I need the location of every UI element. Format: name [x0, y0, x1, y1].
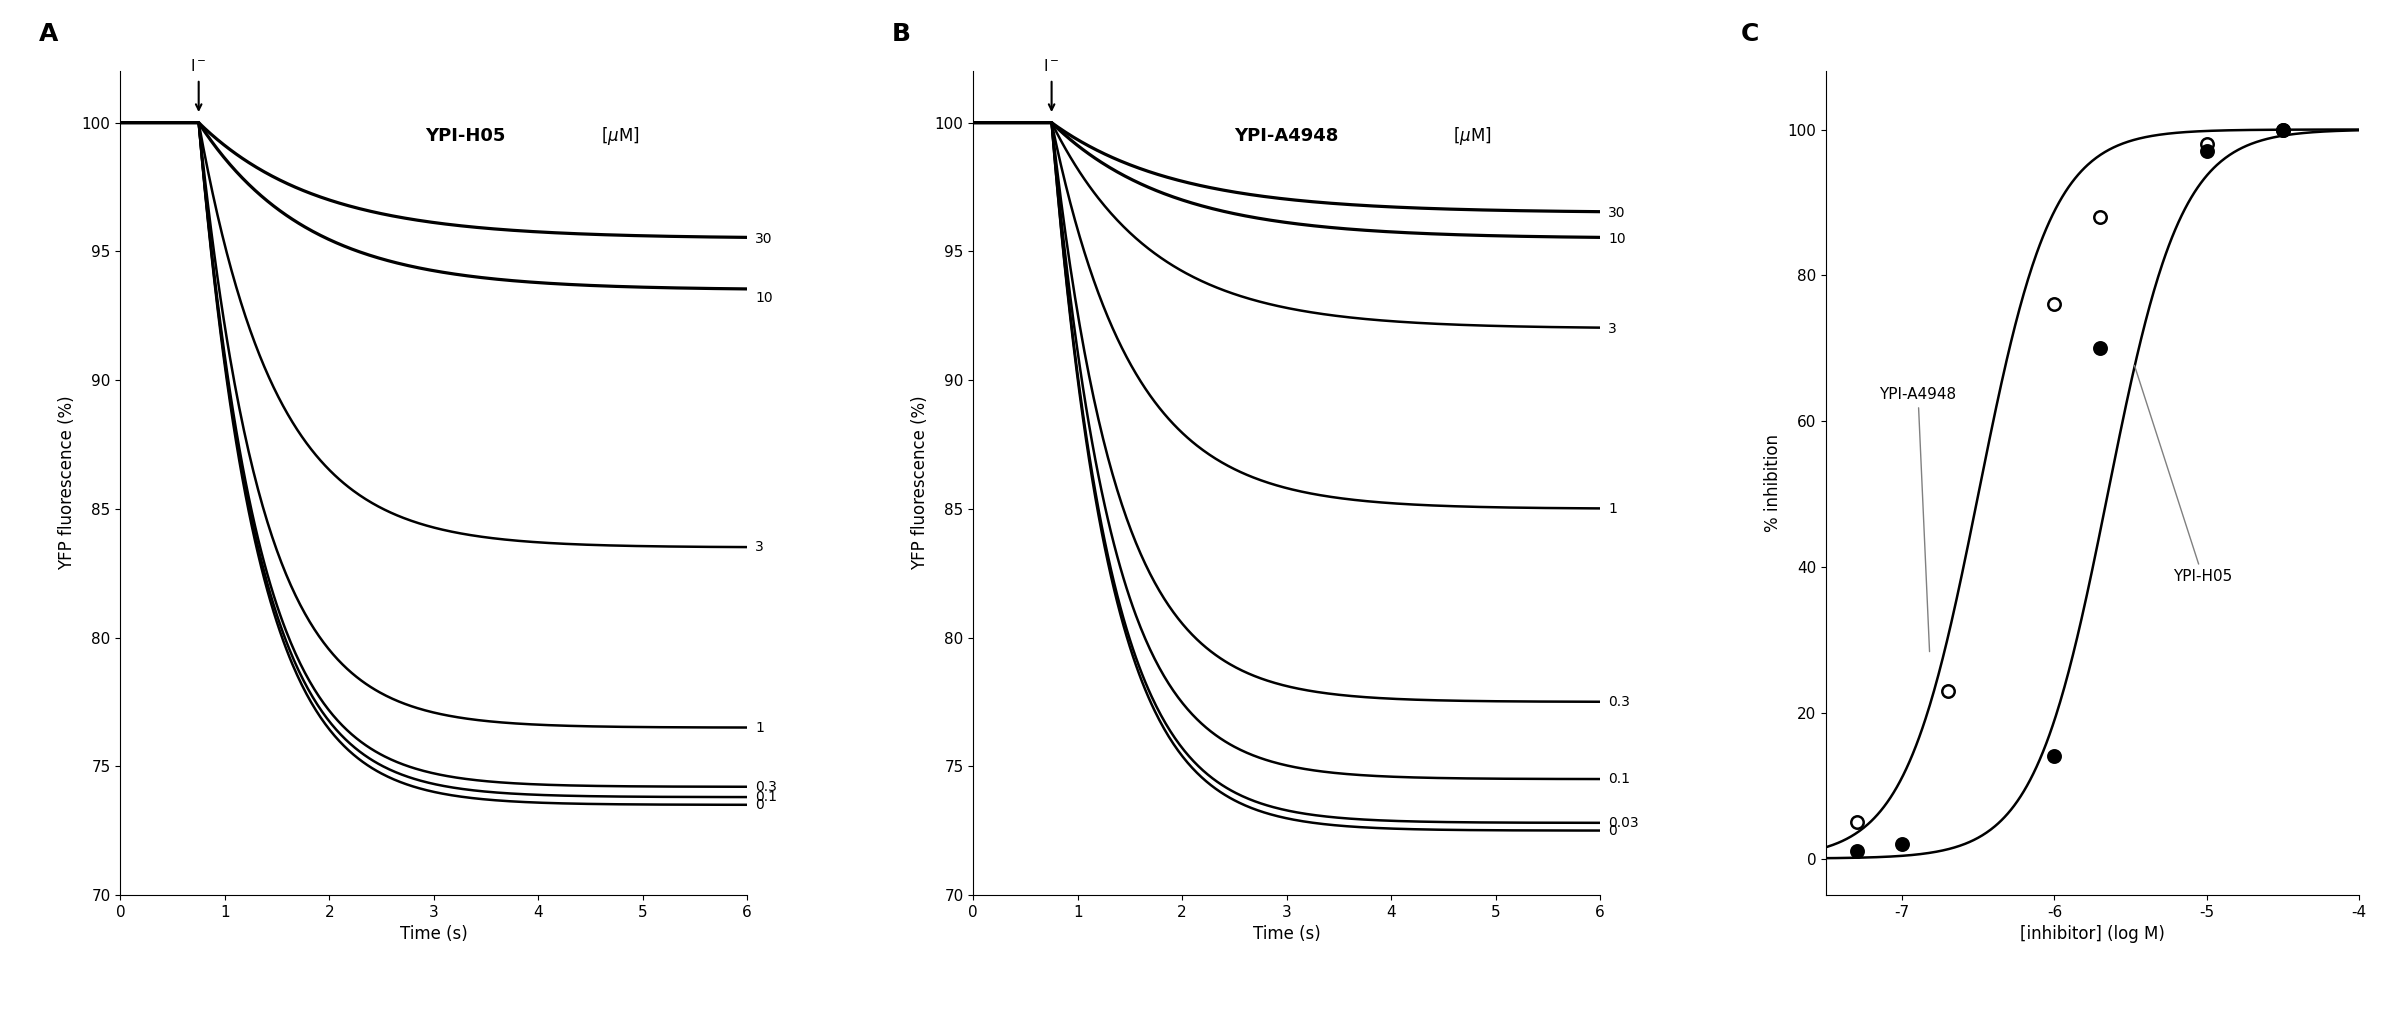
Text: I$^-$: I$^-$ — [1042, 58, 1059, 74]
X-axis label: Time (s): Time (s) — [1252, 925, 1321, 943]
Text: [$\mu$M]: [$\mu$M] — [595, 125, 640, 146]
Text: A: A — [39, 21, 58, 46]
Text: 30: 30 — [756, 232, 773, 245]
Point — [2263, 121, 2301, 137]
Text: YPI-A4948: YPI-A4948 — [1880, 387, 1957, 652]
Point — [2082, 208, 2121, 225]
Point — [1882, 836, 1921, 852]
Text: B: B — [893, 21, 910, 46]
Text: 0: 0 — [1608, 824, 1618, 838]
Point — [2082, 340, 2121, 356]
Text: I$^-$: I$^-$ — [190, 58, 207, 74]
Point — [2188, 143, 2226, 160]
Point — [1837, 843, 1875, 859]
Text: 0.1: 0.1 — [756, 790, 777, 804]
Text: 0: 0 — [756, 798, 763, 812]
X-axis label: Time (s): Time (s) — [400, 925, 467, 943]
Point — [1928, 682, 1967, 699]
Y-axis label: YFP fluorescence (%): YFP fluorescence (%) — [58, 396, 77, 571]
Text: 1: 1 — [1608, 501, 1618, 516]
Text: 30: 30 — [1608, 205, 1625, 220]
Text: 3: 3 — [1608, 321, 1618, 336]
Text: 10: 10 — [1608, 232, 1625, 245]
Point — [2188, 136, 2226, 153]
Point — [2036, 749, 2075, 765]
Text: YPI-H05: YPI-H05 — [426, 127, 505, 144]
Point — [2263, 121, 2301, 137]
Text: 0.1: 0.1 — [1608, 772, 1630, 786]
X-axis label: [inhibitor] (log M): [inhibitor] (log M) — [2019, 925, 2164, 943]
Point — [1731, 850, 1769, 866]
Text: C: C — [1740, 21, 1760, 46]
Text: 0.03: 0.03 — [1608, 816, 1639, 830]
Text: 3: 3 — [756, 540, 763, 554]
Text: 0.3: 0.3 — [756, 780, 777, 794]
Point — [2036, 296, 2075, 312]
Text: YPI-H05: YPI-H05 — [2135, 365, 2231, 585]
Y-axis label: % inhibition: % inhibition — [1764, 434, 1781, 532]
Y-axis label: YFP fluorescence (%): YFP fluorescence (%) — [912, 396, 929, 571]
Point — [1731, 850, 1769, 866]
Point — [1837, 814, 1875, 830]
Text: 1: 1 — [756, 721, 765, 734]
Text: 0.3: 0.3 — [1608, 695, 1630, 709]
Text: [$\mu$M]: [$\mu$M] — [1449, 125, 1492, 146]
Text: 10: 10 — [756, 291, 773, 305]
Text: YPI-A4948: YPI-A4948 — [1235, 127, 1338, 144]
